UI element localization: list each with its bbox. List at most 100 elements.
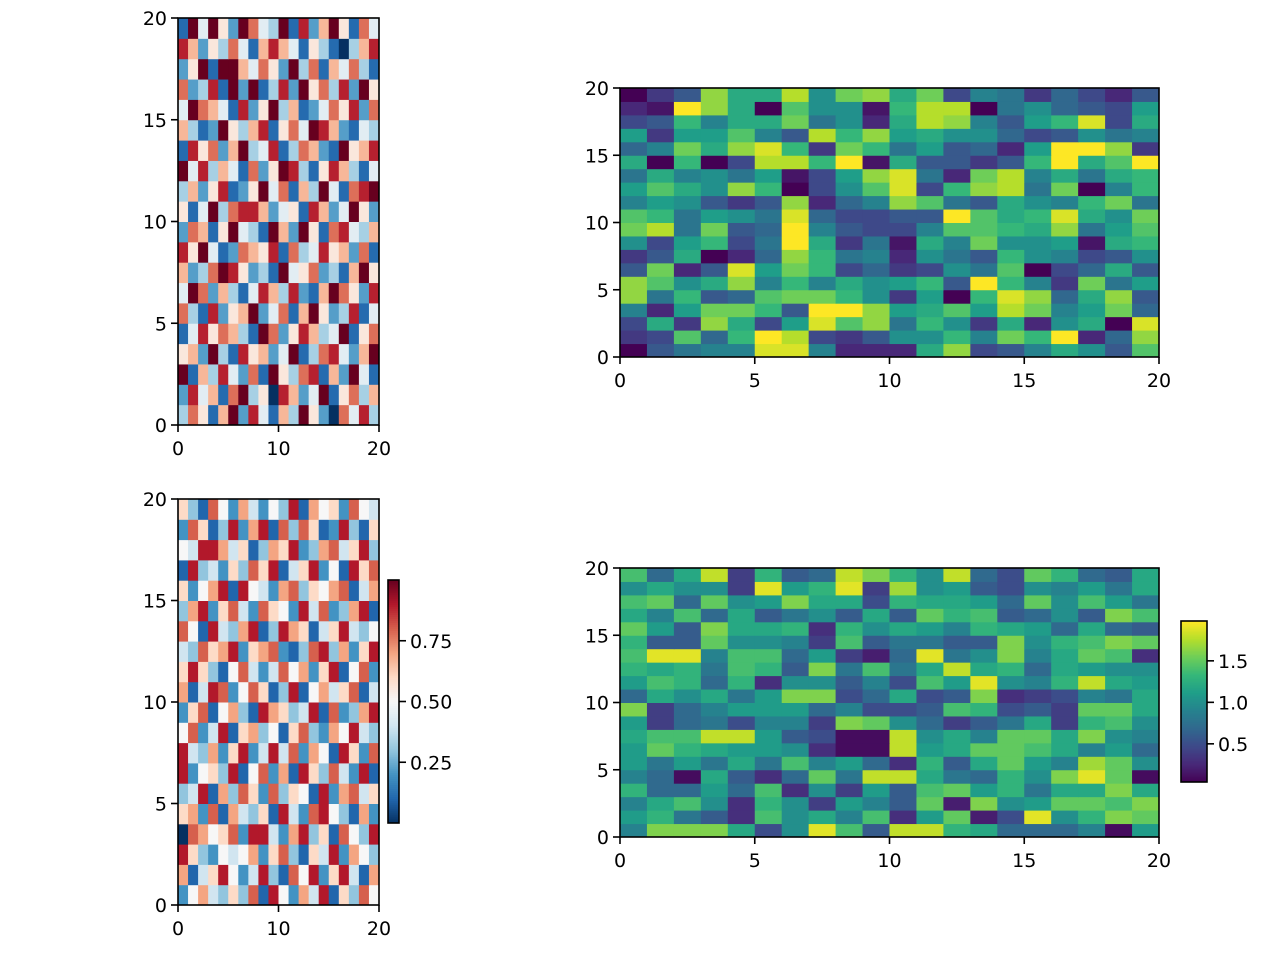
heatmap-cell — [673, 648, 702, 663]
colorbar-segment — [1181, 631, 1207, 634]
colorbar-segment — [388, 640, 399, 644]
heatmap-cell — [1024, 303, 1052, 318]
heatmap-cell — [258, 499, 269, 520]
heatmap-cell — [308, 600, 320, 622]
colorbar-segment — [1181, 751, 1207, 753]
heatmap-cell — [328, 140, 340, 161]
colorbar-segment — [388, 602, 399, 605]
heatmap-cell — [916, 141, 944, 156]
heatmap-cell — [258, 702, 269, 723]
heatmap-cell — [228, 343, 239, 365]
heatmap-cell — [198, 762, 209, 784]
colorbar-segment — [388, 790, 399, 794]
heatmap-cell — [238, 18, 249, 39]
heatmap-cell — [943, 343, 971, 358]
heatmap-cell — [298, 221, 310, 243]
heatmap-cell — [970, 128, 998, 143]
heatmap-cell — [298, 343, 310, 365]
heatmap-cell — [1105, 702, 1133, 717]
heatmap-cell — [889, 276, 917, 291]
heatmap-cell — [673, 796, 702, 811]
heatmap-cell — [970, 729, 998, 744]
heatmap-cell — [218, 681, 229, 703]
colorbar-segment — [388, 648, 399, 652]
heatmap-cell — [1024, 823, 1052, 838]
heatmap-cell — [700, 141, 729, 156]
heatmap-cell — [889, 581, 917, 596]
heatmap-cell — [358, 262, 370, 284]
heatmap-cell — [248, 823, 259, 845]
colorbar-tick-label: 0.25 — [410, 752, 452, 774]
heatmap-cell — [862, 621, 890, 636]
heatmap-cell — [228, 823, 239, 845]
heatmap-cell — [328, 323, 340, 345]
heatmap-cell — [727, 316, 756, 331]
heatmap-cell — [328, 661, 340, 683]
heatmap-cell — [997, 810, 1025, 825]
heatmap-cell — [358, 559, 370, 581]
heatmap-cell — [258, 79, 269, 100]
heatmap-cell — [178, 580, 189, 601]
heatmap-cell — [268, 363, 279, 385]
heatmap-cell — [1105, 330, 1133, 345]
heatmap-cell — [308, 140, 320, 161]
heatmap-cell — [198, 221, 209, 243]
heatmap-cell — [673, 823, 702, 838]
colorbar-viridis: 0.51.01.5 — [1180, 620, 1248, 783]
heatmap-cell — [188, 499, 199, 520]
heatmap-cell — [754, 235, 783, 250]
heatmap-cell — [328, 404, 340, 426]
heatmap-cell — [328, 262, 340, 284]
heatmap-cell — [368, 323, 380, 345]
heatmap-cell — [970, 756, 998, 771]
heatmap-cell — [646, 209, 675, 223]
heatmap-cell — [781, 289, 810, 304]
heatmap-cell — [673, 783, 702, 798]
heatmap-cell — [368, 99, 380, 121]
heatmap-cell — [673, 742, 702, 757]
heatmap-cell — [218, 221, 229, 243]
x-tick-label: 15 — [1012, 850, 1036, 872]
heatmap-cell — [916, 262, 944, 277]
colorbar-segment — [388, 768, 399, 771]
heatmap-cell — [862, 742, 890, 757]
heatmap-cell — [997, 702, 1025, 717]
heatmap-cell — [970, 195, 998, 210]
heatmap-cell — [781, 88, 810, 102]
colorbar-segment — [388, 786, 399, 790]
heatmap-cell — [188, 783, 199, 804]
heatmap-cell — [218, 803, 229, 825]
heatmap-cell — [318, 620, 330, 642]
heatmap-cell — [943, 675, 971, 690]
heatmap-cell — [248, 539, 259, 561]
colorbar-segment — [1181, 673, 1207, 676]
heatmap-cell — [862, 648, 890, 663]
heatmap-cell — [835, 621, 864, 636]
heatmap-cell — [943, 702, 971, 717]
heatmap-cell — [208, 160, 219, 182]
colorbar-segment — [388, 638, 399, 642]
heatmap-cell — [1051, 222, 1079, 237]
heatmap-cell — [1105, 343, 1133, 358]
heatmap-cell — [238, 580, 249, 601]
heatmap-cell — [198, 343, 209, 365]
colorbar-frame — [1180, 620, 1208, 783]
heatmap-cell — [700, 330, 729, 345]
colorbar-segment — [388, 717, 399, 721]
heatmap-cell — [1105, 648, 1133, 663]
heatmap-cell — [1132, 235, 1160, 250]
heatmap-cell — [308, 519, 320, 541]
heatmap-cell — [308, 302, 320, 324]
heatmap-cell — [228, 262, 239, 284]
heatmap-cell — [288, 323, 300, 345]
colorbar-segment — [1181, 696, 1207, 698]
colorbar-segment — [1181, 748, 1207, 751]
heatmap-cell — [1105, 621, 1133, 636]
heatmap-cell — [368, 302, 380, 324]
heatmap-cell — [970, 88, 998, 102]
heatmap-cell — [238, 762, 249, 784]
heatmap-cell — [178, 201, 189, 222]
heatmap-cell — [228, 783, 239, 804]
heatmap-cell — [278, 241, 290, 263]
heatmap-cell — [808, 316, 837, 331]
